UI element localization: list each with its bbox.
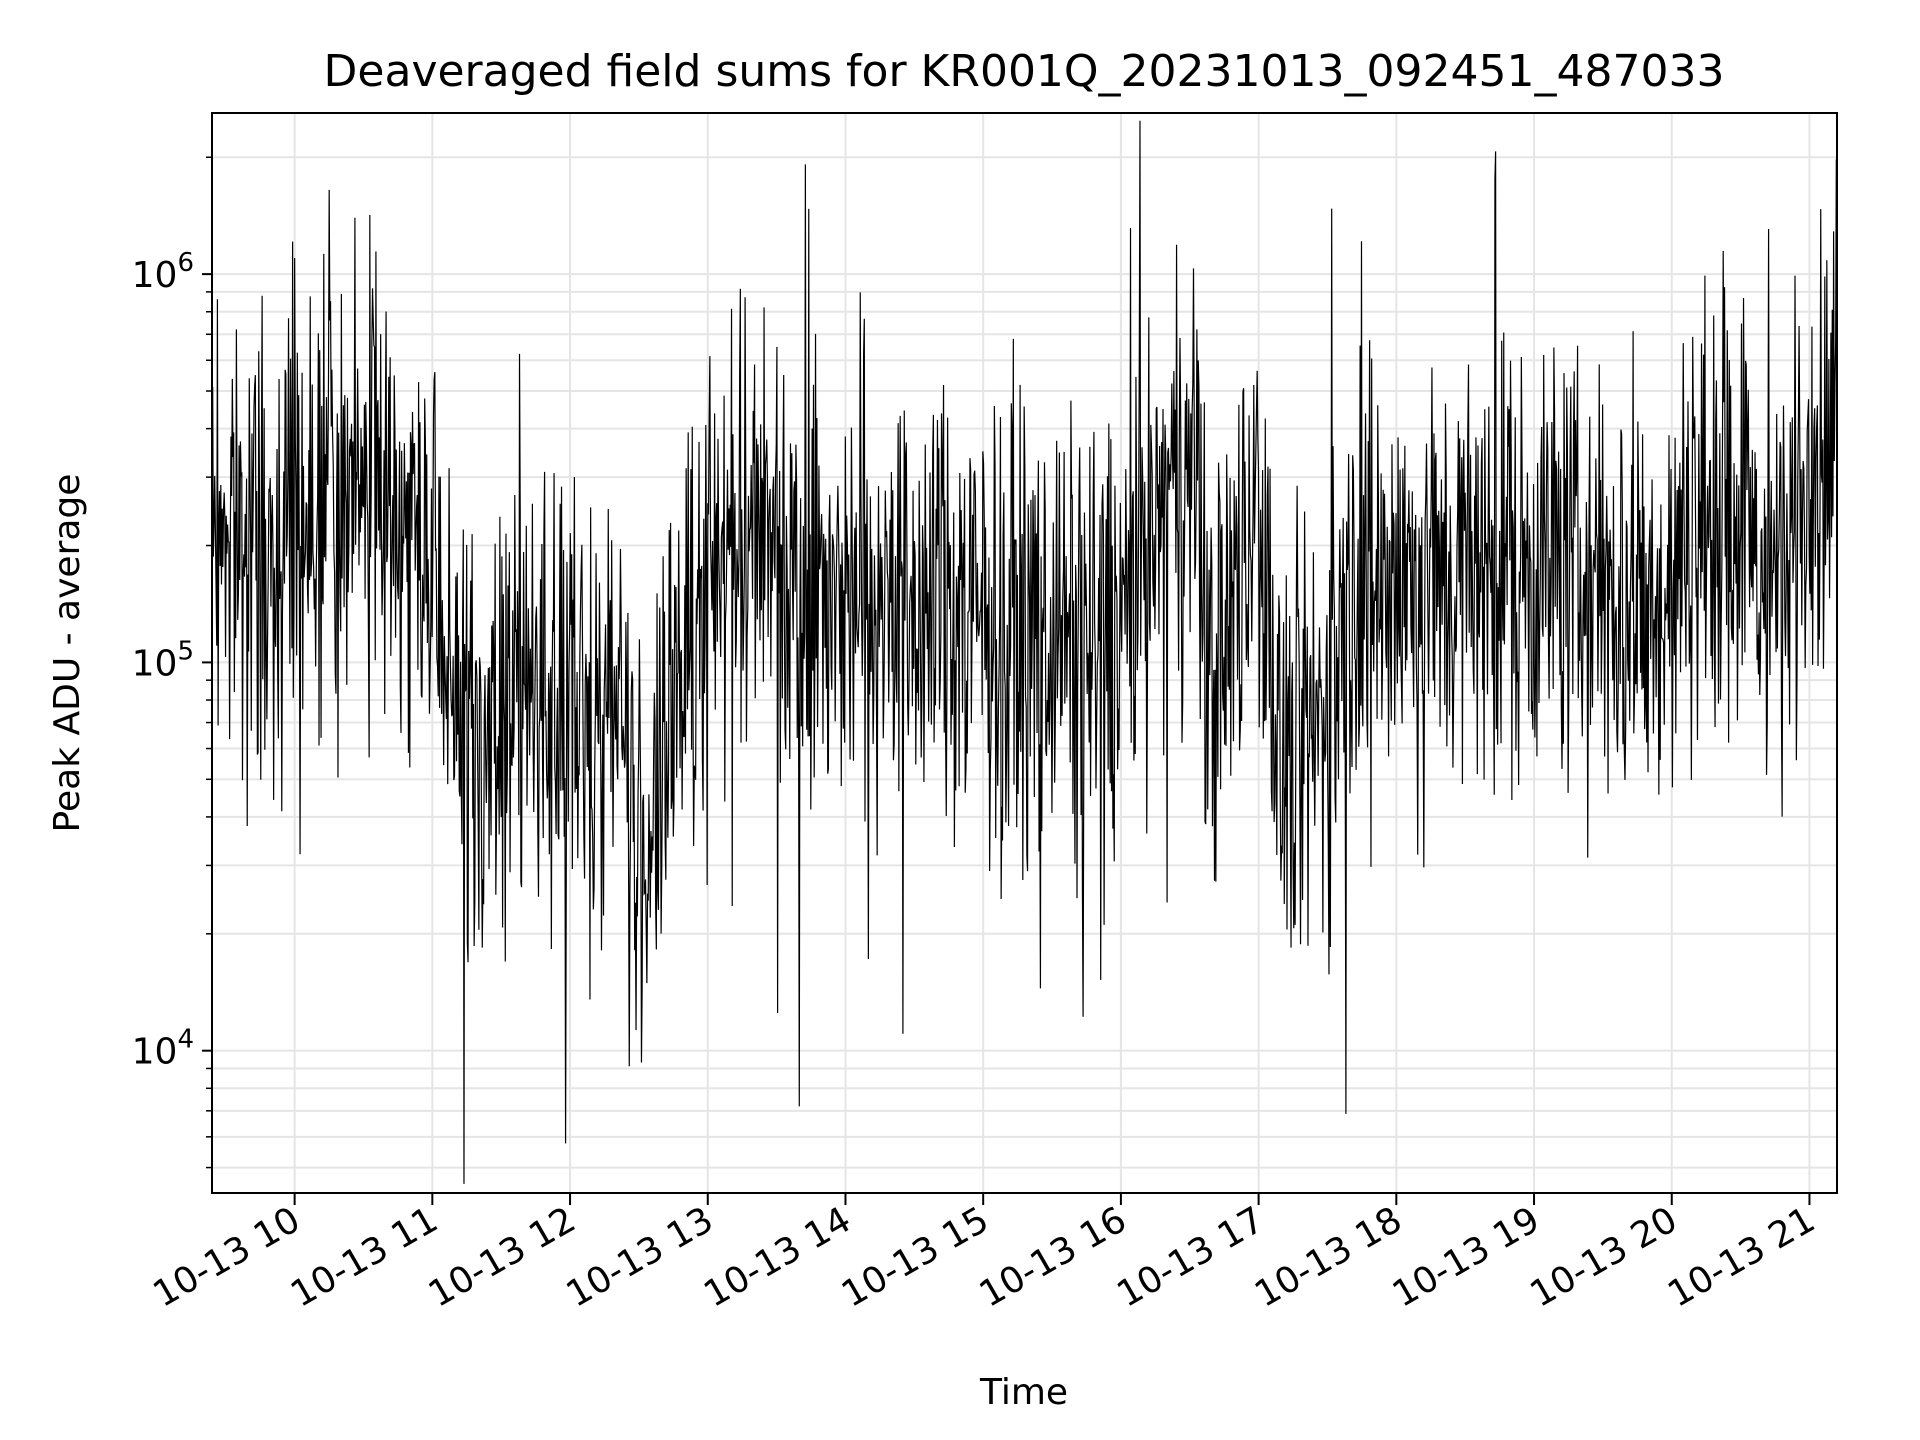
y-tick-exponent: 6 xyxy=(177,248,194,278)
y-axis-label: Peak ADU - average xyxy=(47,474,88,833)
y-tick-base: 10 xyxy=(132,643,178,684)
x-axis-label: Time xyxy=(979,1372,1068,1413)
series-line xyxy=(211,120,1838,1184)
y-tick-label: 105 xyxy=(132,636,194,684)
y-tick-label: 104 xyxy=(132,1025,194,1073)
y-tick-exponent: 4 xyxy=(177,1025,194,1055)
series-path xyxy=(211,120,1838,1184)
plot-frame xyxy=(211,112,1838,1194)
y-tick-base: 10 xyxy=(132,1032,178,1073)
y-tick-label: 106 xyxy=(132,248,194,296)
grid-lines xyxy=(212,113,1837,1193)
chart-title: Deaveraged field sums for KR001Q_2023101… xyxy=(324,46,1725,97)
y-tick-base: 10 xyxy=(132,255,178,296)
y-tick-exponent: 5 xyxy=(177,636,194,666)
